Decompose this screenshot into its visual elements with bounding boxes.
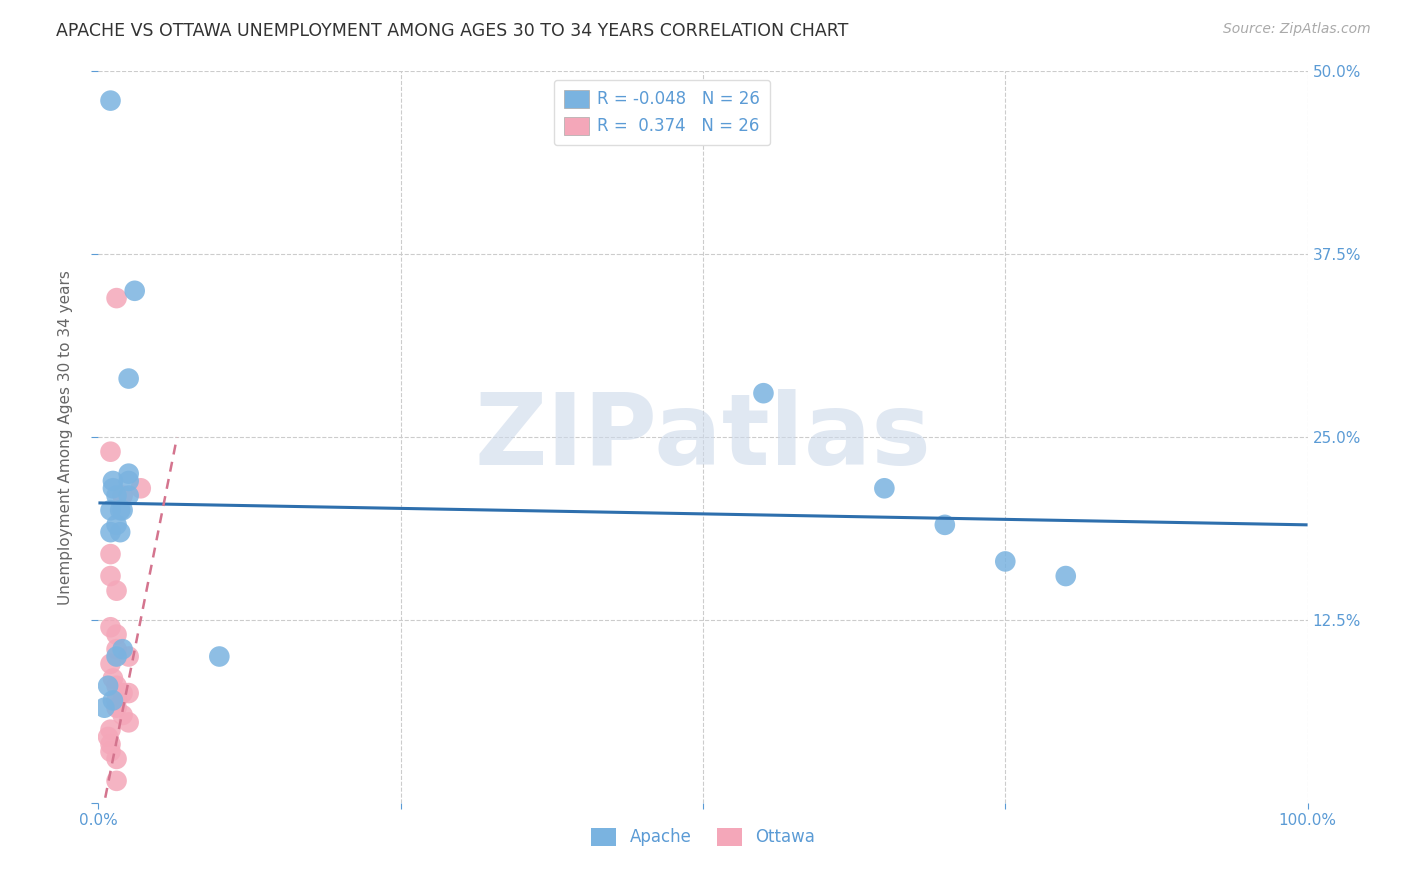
Point: [111, 686, 134, 700]
Text: APACHE VS OTTAWA UNEMPLOYMENT AMONG AGES 30 TO 34 YEARS CORRELATION CHART: APACHE VS OTTAWA UNEMPLOYMENT AMONG AGES…: [56, 22, 849, 40]
Point: [934, 517, 956, 532]
Point: [105, 627, 128, 641]
Point: [93, 700, 115, 714]
Point: [994, 554, 1017, 568]
Point: [1054, 569, 1077, 583]
Point: [118, 715, 141, 730]
Point: [118, 474, 141, 488]
Point: [101, 672, 124, 686]
Point: [105, 752, 128, 766]
Point: [108, 503, 131, 517]
Point: [100, 444, 122, 458]
Text: ZIPatlas: ZIPatlas: [475, 389, 931, 485]
Point: [97, 679, 120, 693]
Point: [118, 649, 141, 664]
Point: [105, 649, 128, 664]
Point: [100, 569, 122, 583]
Point: [100, 745, 122, 759]
Point: [100, 723, 122, 737]
Point: [105, 517, 128, 532]
Point: [100, 503, 122, 517]
Point: [100, 94, 122, 108]
Text: Source: ZipAtlas.com: Source: ZipAtlas.com: [1223, 22, 1371, 37]
Point: [105, 693, 128, 707]
Y-axis label: Unemployment Among Ages 30 to 34 years: Unemployment Among Ages 30 to 34 years: [58, 269, 73, 605]
Point: [105, 583, 128, 598]
Point: [752, 386, 775, 401]
Point: [105, 700, 128, 714]
Point: [208, 649, 231, 664]
Point: [100, 620, 122, 634]
Point: [873, 481, 896, 495]
Point: [111, 489, 134, 503]
Point: [124, 284, 146, 298]
Point: [97, 730, 120, 744]
Point: [108, 525, 131, 540]
Point: [100, 547, 122, 561]
Point: [118, 371, 141, 385]
Point: [111, 642, 134, 657]
Point: [105, 679, 128, 693]
Point: [118, 467, 141, 481]
Point: [118, 686, 141, 700]
Point: [100, 657, 122, 671]
Point: [105, 291, 128, 305]
Point: [129, 481, 152, 495]
Point: [105, 642, 128, 657]
Point: [101, 474, 124, 488]
Point: [101, 481, 124, 495]
Point: [101, 693, 124, 707]
Point: [111, 708, 134, 723]
Point: [105, 773, 128, 788]
Point: [100, 737, 122, 751]
Point: [111, 503, 134, 517]
Point: [118, 489, 141, 503]
Point: [105, 489, 128, 503]
Legend: Apache, Ottawa: Apache, Ottawa: [585, 821, 821, 853]
Point: [100, 525, 122, 540]
